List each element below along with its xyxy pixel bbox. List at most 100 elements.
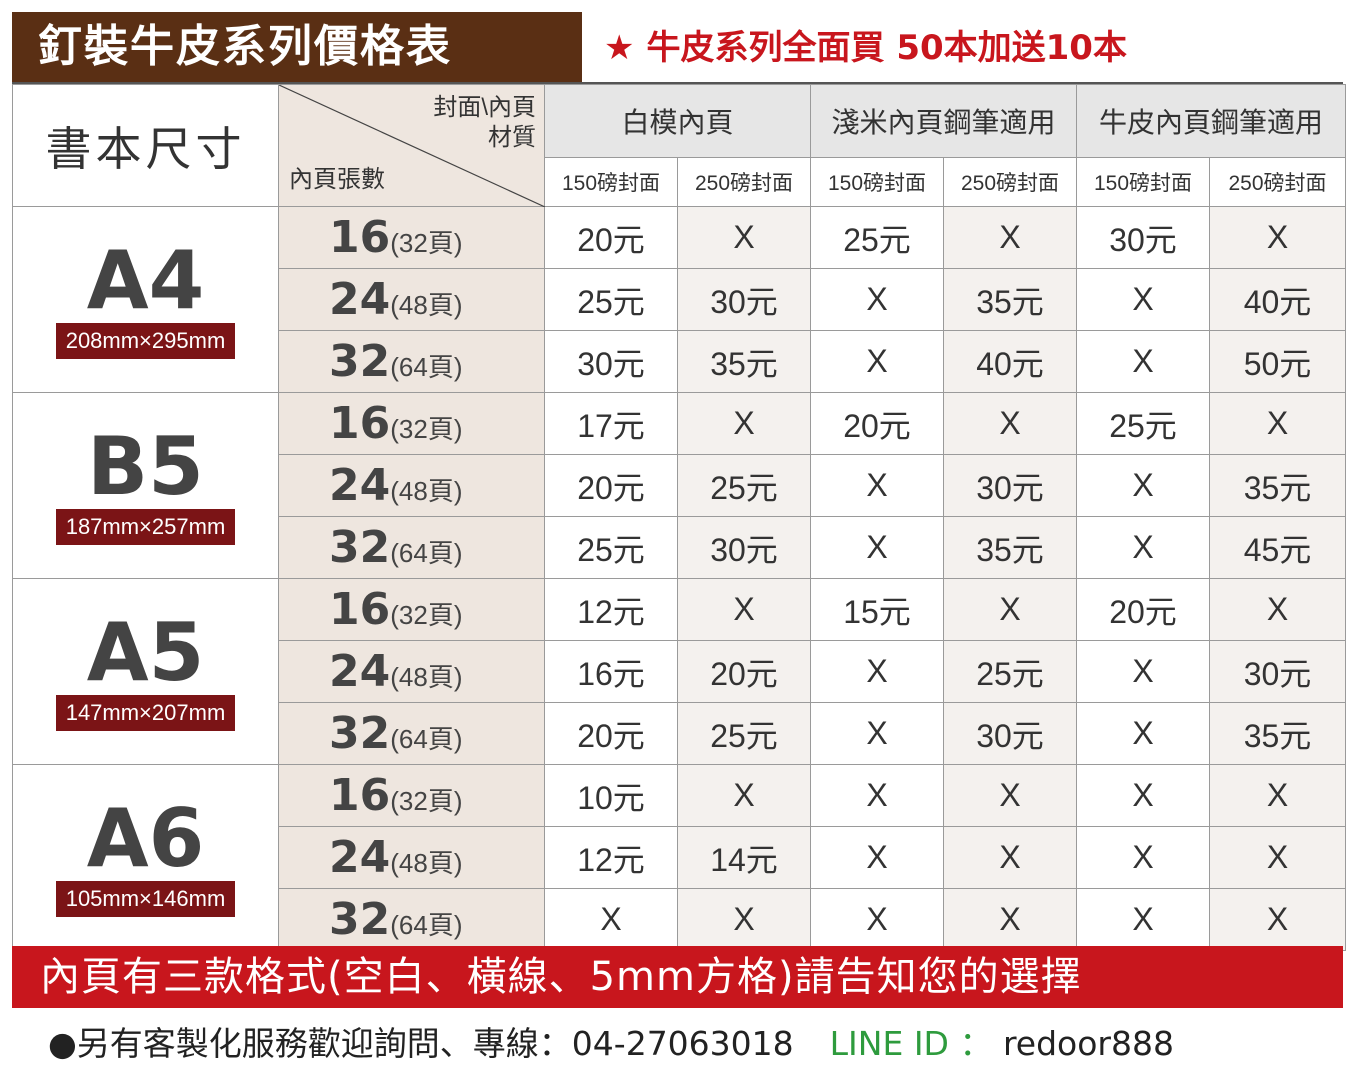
page-count: (32頁) [390,228,463,258]
price-cell: X [943,826,1077,889]
page-count: (64頁) [390,724,463,754]
price-cell: 40元 [943,330,1077,393]
table-row: 32(64頁) 30元 35元 X 40元 X 50元 [13,330,1346,393]
sheet-count: 24 [329,646,391,697]
diag-top-line1: 封面\內頁 [433,94,536,121]
price-cell: X [1076,640,1210,703]
size-cell: B5 187mm×257mm [12,392,279,579]
price-cell: 30元 [943,702,1077,765]
price-cell: X [677,578,811,641]
price-cell: X [810,640,944,703]
price-cell: X [677,764,811,827]
price-cell: X [810,888,944,951]
price-cell: X [1209,826,1346,889]
price-cell: 17元 [544,392,678,455]
price-cell: X [810,702,944,765]
price-cell: 25元 [677,454,811,517]
price-cell: 25元 [1076,392,1210,455]
price-cell: X [1076,516,1210,579]
size-header: 書本尺寸 [12,84,279,207]
sub-header: 150磅封面 [810,157,944,207]
size-cell: A4 208mm×295mm [12,206,279,393]
line-id-value: redoor888 [1002,1024,1174,1063]
sheet-count-cell: 16(32頁) [278,392,545,455]
group-header: 牛皮內頁鋼筆適用 [1076,84,1346,158]
sheet-count: 24 [329,274,391,325]
table-row: B5 187mm×257mm 16(32頁) 17元 X 20元 X 25元 X [12,392,1346,579]
table-row: A5 147mm×207mm 16(32頁) 12元 X 15元 X 20元 X [12,578,1346,765]
size-name: A6 [86,791,205,885]
size-dimensions-badge: 105mm×146mm [55,880,236,917]
price-cell: 35元 [1209,454,1346,517]
price-cell: X [1209,578,1346,641]
price-cell: 30元 [677,268,811,331]
price-cell: 35元 [943,268,1077,331]
price-cell: X [810,516,944,579]
price-cell: 10元 [544,764,678,827]
diag-top-label: 封面\內頁 材質 [433,93,536,153]
diag-top-line2: 材質 [488,124,536,151]
price-cell: X [1209,206,1346,269]
sheet-count-cell: 32(64頁) [278,888,545,951]
price-cell: X [677,206,811,269]
price-cell: X [1076,330,1210,393]
price-cell: 12元 [544,826,678,889]
price-cell: 30元 [943,454,1077,517]
price-table: 書本尺寸 封面\內頁 材質 內頁張數 白模內頁 淺米內頁鋼筆適用 牛皮內頁鋼筆適… [12,84,1346,951]
price-cell: X [1209,888,1346,951]
size-name: A5 [86,605,205,699]
page-count: (64頁) [390,538,463,568]
price-cell: X [1076,764,1210,827]
size-name: A4 [86,233,205,327]
price-cell: 30元 [1209,640,1346,703]
size-cell: A5 147mm×207mm [12,578,279,765]
price-cell: 45元 [1209,516,1346,579]
footer-contact: ●另有客製化服務歡迎詢問、專線：04-27063018 LINE ID ： red… [48,1022,1174,1066]
sheet-count-cell: 16(32頁) [278,578,545,641]
price-cell: 50元 [1209,330,1346,393]
price-cell: 20元 [810,392,944,455]
price-cell: 30元 [544,330,678,393]
page-count: (32頁) [390,414,463,444]
sheet-count: 32 [329,708,391,759]
page-count: (48頁) [390,848,463,878]
price-cell: 14元 [677,826,811,889]
sheet-count: 16 [329,398,391,449]
sub-header: 250磅封面 [1209,157,1346,207]
table-row: 24(48頁) 12元 14元 X X X X [13,826,1346,889]
sheet-count: 24 [329,832,391,883]
price-cell: 25元 [810,206,944,269]
sheet-count-cell: 32(64頁) [278,516,545,579]
size-cell: A6 105mm×146mm [12,764,279,951]
price-cell: 20元 [544,702,678,765]
price-cell: X [544,888,678,951]
promo-text: ★ 牛皮系列全面買 50本加送10本 [604,26,1127,70]
table-row: 24(48頁) 16元 20元 X 25元 X 30元 [13,640,1346,703]
sheet-count-cell: 24(48頁) [278,454,545,517]
sheet-count: 16 [329,770,391,821]
sheet-count-cell: 24(48頁) [278,268,545,331]
star-icon: ★ [604,28,635,68]
sheet-count: 16 [329,584,391,635]
price-cell: X [943,888,1077,951]
price-cell: X [1076,888,1210,951]
price-cell: 25元 [544,268,678,331]
table-row: 32(64頁) 25元 30元 X 35元 X 45元 [13,516,1346,579]
price-cell: X [943,392,1077,455]
size-dimensions-badge: 147mm×207mm [55,694,236,731]
size-dimensions-badge: 208mm×295mm [55,322,236,359]
price-cell: X [943,578,1077,641]
price-cell: X [677,392,811,455]
price-cell: 35元 [1209,702,1346,765]
page-count: (64頁) [390,352,463,382]
format-banner: 內頁有三款格式(空白、橫線、5mm方格)請告知您的選擇 [12,946,1343,1008]
line-id-label: LINE ID ： [829,1024,993,1063]
sheet-count-cell: 16(32頁) [278,764,545,827]
price-cell: 20元 [544,206,678,269]
sheet-count-cell: 16(32頁) [278,206,545,269]
group-header: 淺米內頁鋼筆適用 [810,84,1077,158]
price-cell: 30元 [1076,206,1210,269]
price-cell: 30元 [677,516,811,579]
price-cell: X [1076,702,1210,765]
table-row: A4 208mm×295mm 16(32頁) 20元 X 25元 X 30元 X [12,206,1346,393]
